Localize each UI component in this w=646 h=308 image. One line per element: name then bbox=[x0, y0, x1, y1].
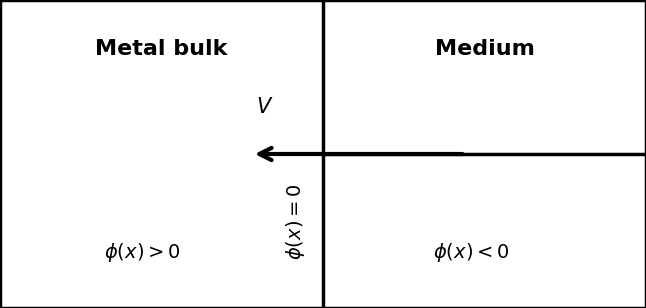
Text: Medium: Medium bbox=[435, 39, 534, 59]
Text: $\phi(x) < 0$: $\phi(x) < 0$ bbox=[433, 241, 510, 264]
Text: $\phi(x) > 0$: $\phi(x) > 0$ bbox=[104, 241, 180, 264]
Text: $V$: $V$ bbox=[256, 97, 274, 117]
Text: Metal bulk: Metal bulk bbox=[96, 39, 227, 59]
Text: $\phi(x) = 0$: $\phi(x) = 0$ bbox=[284, 184, 307, 260]
